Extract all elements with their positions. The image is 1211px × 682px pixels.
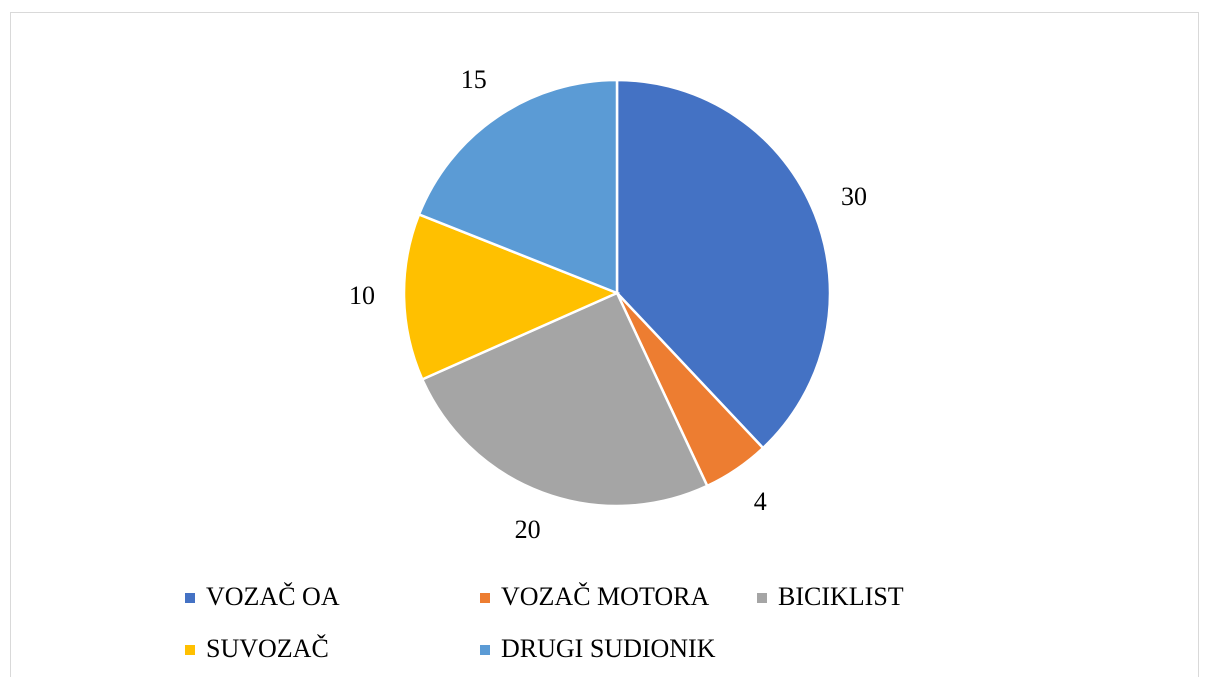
legend-label: BICIKLIST bbox=[778, 582, 904, 611]
legend-swatch bbox=[185, 593, 195, 603]
legend-label: DRUGI SUDIONIK bbox=[501, 634, 716, 663]
legend-swatch bbox=[480, 645, 490, 655]
pie-slice bbox=[417, 78, 619, 295]
data-label: 30 bbox=[841, 182, 867, 211]
pie-slice bbox=[420, 291, 709, 508]
legend-label: VOZAČ MOTORA bbox=[501, 582, 709, 611]
pie-slice bbox=[615, 78, 832, 450]
data-label: 15 bbox=[461, 65, 487, 94]
legend-label: VOZAČ OA bbox=[206, 582, 340, 611]
data-label: 4 bbox=[754, 487, 767, 516]
legend-label: SUVOZAČ bbox=[206, 634, 329, 663]
legend-swatch bbox=[185, 645, 195, 655]
legend-swatch bbox=[757, 593, 767, 603]
data-label: 20 bbox=[515, 515, 541, 544]
legend-swatch bbox=[480, 593, 490, 603]
data-label: 10 bbox=[349, 281, 375, 310]
pie-slice bbox=[402, 212, 621, 382]
